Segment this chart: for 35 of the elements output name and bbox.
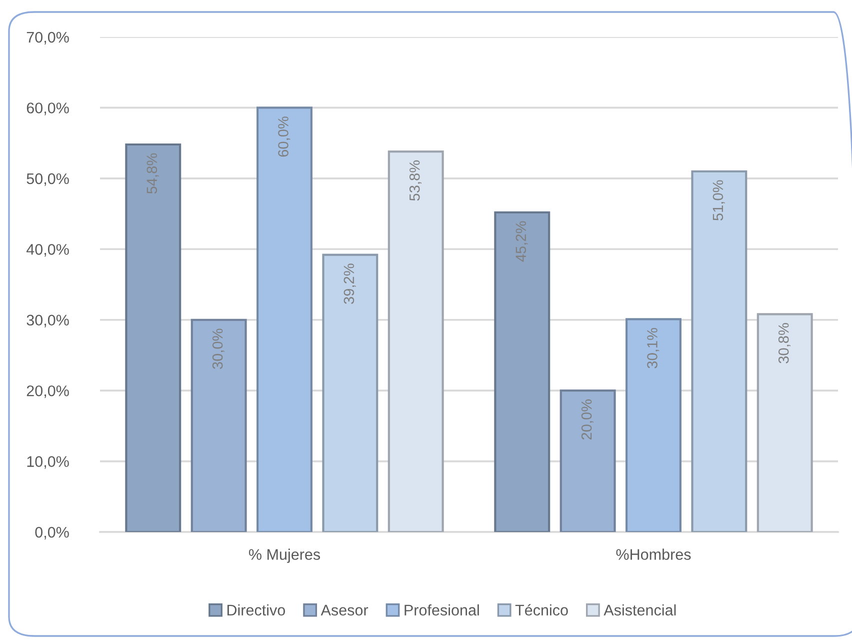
data-label: 30,8% bbox=[778, 323, 790, 364]
data-label: 39,2% bbox=[344, 264, 356, 304]
bar bbox=[190, 318, 247, 532]
y-tick-label: 10,0% bbox=[27, 456, 69, 469]
x-tick-label: % Mujeres bbox=[248, 548, 320, 563]
bar bbox=[560, 390, 616, 532]
legend-label: Técnico bbox=[515, 604, 568, 616]
y-tick-label: 40,0% bbox=[26, 244, 69, 257]
legend-label: Asesor bbox=[320, 604, 368, 616]
bar bbox=[691, 170, 748, 532]
bar bbox=[125, 143, 182, 532]
data-label: 45,2% bbox=[516, 221, 528, 262]
bar bbox=[256, 106, 312, 532]
y-tick-label: 50,0% bbox=[26, 173, 69, 186]
data-label: 53,8% bbox=[409, 160, 422, 201]
y-tick-label: 0,0% bbox=[35, 526, 69, 540]
y-tick-label: 30,0% bbox=[26, 314, 69, 328]
data-label: 30,0% bbox=[212, 328, 224, 369]
data-label: 20,0% bbox=[581, 399, 594, 440]
bar bbox=[756, 313, 813, 532]
data-label: 51,0% bbox=[712, 180, 725, 220]
bar bbox=[322, 254, 378, 532]
y-tick-label: 60,0% bbox=[26, 102, 69, 116]
legend-label: Profesional bbox=[404, 604, 479, 616]
bar bbox=[626, 318, 682, 532]
bar bbox=[494, 211, 550, 532]
data-label: 30,1% bbox=[647, 328, 660, 368]
legend-label: Asistencial bbox=[604, 604, 676, 616]
data-label: 60,0% bbox=[278, 116, 290, 157]
y-tick-label: 70,0% bbox=[26, 32, 69, 44]
x-tick-label: %Hombres bbox=[616, 548, 691, 560]
y-tick-label: 20,0% bbox=[26, 385, 69, 398]
legend-label: Directivo bbox=[227, 604, 285, 616]
bar bbox=[388, 150, 444, 532]
data-label: 54,8% bbox=[146, 153, 159, 194]
